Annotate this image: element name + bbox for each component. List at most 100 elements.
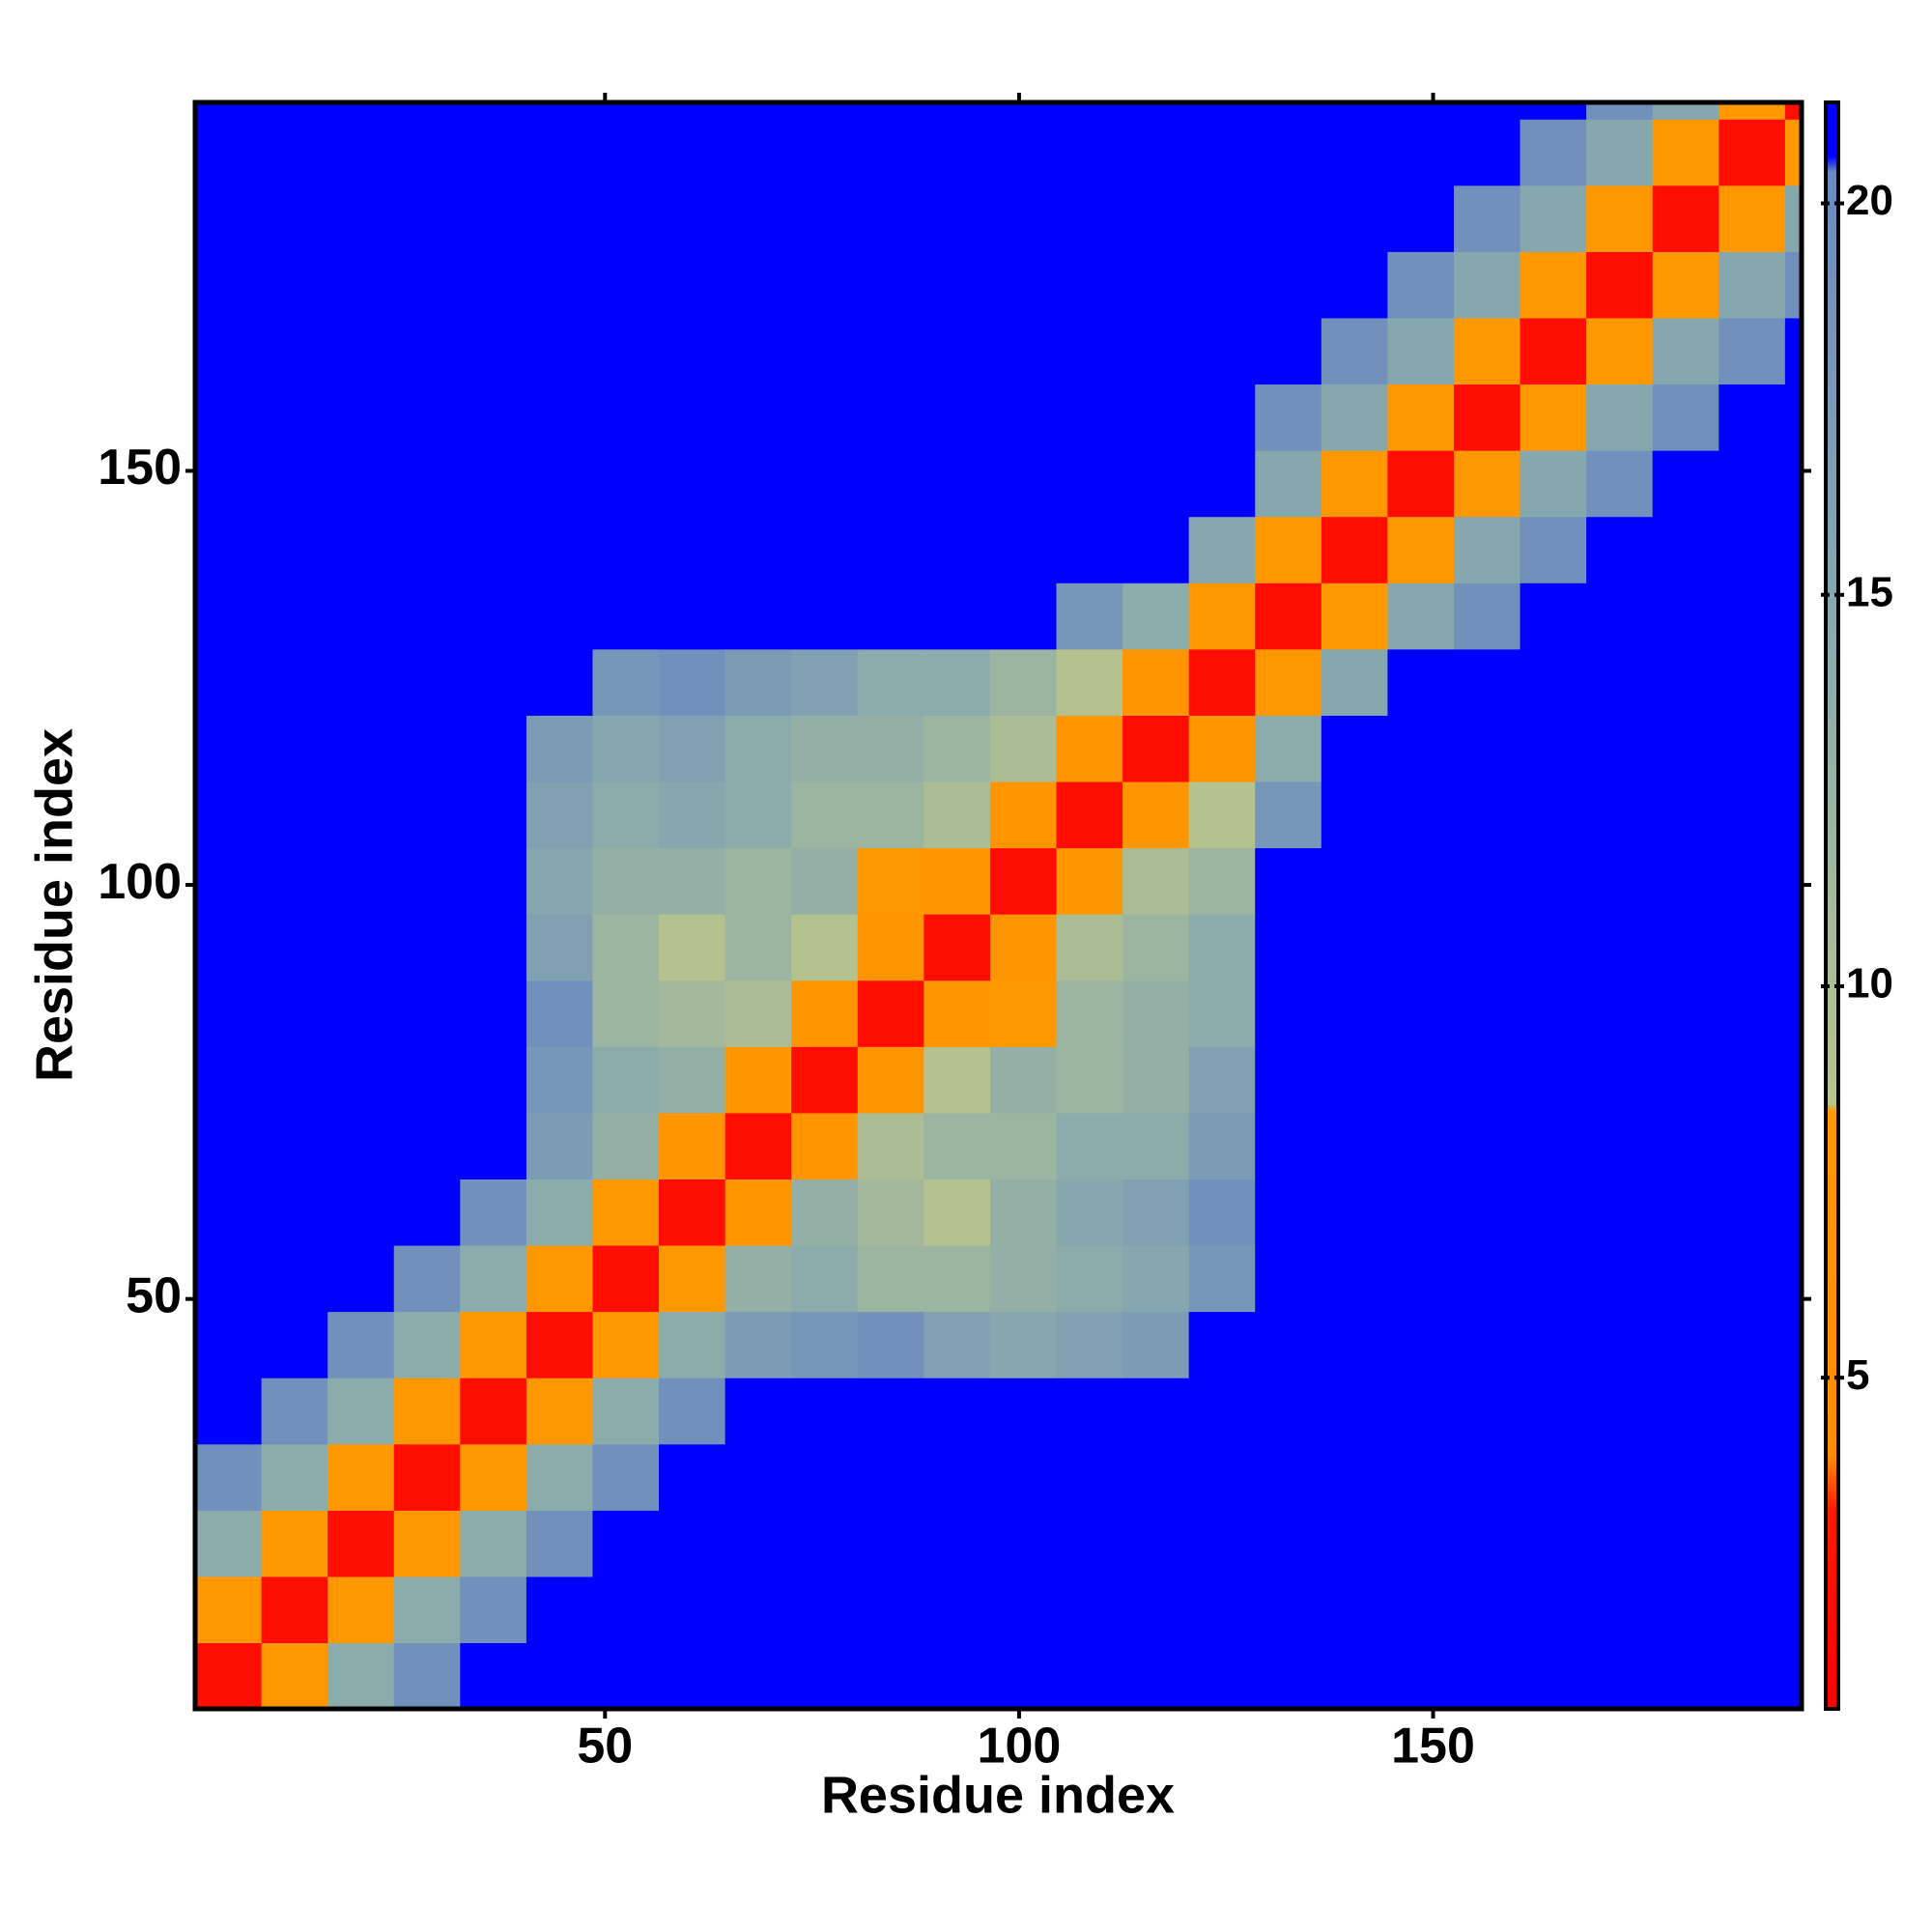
heatmap-cell bbox=[1321, 1311, 1388, 1378]
heatmap-cell bbox=[923, 1244, 991, 1313]
heatmap-cell bbox=[1321, 582, 1388, 650]
heatmap-cell bbox=[1652, 1378, 1719, 1445]
heatmap-cell bbox=[327, 1576, 395, 1644]
heatmap-cell bbox=[1387, 450, 1455, 518]
heatmap-cell bbox=[1387, 119, 1455, 186]
heatmap-cell bbox=[1122, 715, 1190, 782]
heatmap-cell bbox=[923, 648, 991, 716]
heatmap-cell bbox=[1784, 980, 1803, 1047]
heatmap-cell bbox=[327, 1642, 395, 1710]
colorbar-tick-label: 10 bbox=[1846, 960, 1893, 1008]
heatmap-cell bbox=[1453, 781, 1521, 849]
heatmap-cell bbox=[1784, 1046, 1803, 1114]
heatmap-cell bbox=[460, 1576, 527, 1644]
heatmap-cell bbox=[1188, 185, 1256, 252]
heatmap-cell bbox=[261, 1510, 328, 1577]
heatmap-cell bbox=[592, 1112, 660, 1179]
heatmap-cell bbox=[261, 781, 328, 849]
heatmap-cell bbox=[724, 1576, 792, 1644]
heatmap-cell bbox=[1453, 715, 1521, 782]
heatmap-cell bbox=[1719, 1642, 1786, 1710]
heatmap-cell bbox=[1719, 1510, 1786, 1577]
heatmap-cell bbox=[1255, 980, 1322, 1047]
heatmap-cell bbox=[857, 384, 924, 451]
heatmap-cell bbox=[1586, 847, 1654, 915]
heatmap-cell bbox=[659, 1311, 726, 1378]
heatmap-cell bbox=[1719, 1179, 1786, 1246]
heatmap-cell bbox=[526, 251, 594, 319]
plot-frame bbox=[192, 99, 1804, 1712]
heatmap-cell bbox=[1122, 1642, 1190, 1710]
heatmap-cell bbox=[1586, 1311, 1654, 1378]
heatmap-cell bbox=[791, 1179, 859, 1246]
heatmap-cell bbox=[1122, 450, 1190, 518]
heatmap-cell bbox=[261, 1046, 328, 1114]
heatmap-cell bbox=[1652, 1576, 1719, 1644]
heatmap-cell bbox=[857, 781, 924, 849]
heatmap-cell bbox=[327, 847, 395, 915]
heatmap-cell bbox=[1188, 1112, 1256, 1179]
heatmap-cell bbox=[857, 914, 924, 981]
heatmap-cell bbox=[526, 185, 594, 252]
heatmap-cell bbox=[1453, 251, 1521, 319]
heatmap-cell bbox=[261, 1378, 328, 1445]
heatmap-cell bbox=[1453, 1443, 1521, 1511]
heatmap-cell bbox=[526, 1179, 594, 1246]
heatmap-cell bbox=[1719, 715, 1786, 782]
heatmap-cell bbox=[1453, 1576, 1521, 1644]
heatmap-cell bbox=[659, 781, 726, 849]
axes: 50 100 150 50 100 150 5 10 15 20 bbox=[98, 93, 1893, 1775]
heatmap-cell bbox=[659, 1244, 726, 1313]
heatmap-cell bbox=[460, 914, 527, 981]
heatmap-cell bbox=[261, 1112, 328, 1179]
heatmap-cell bbox=[327, 317, 395, 385]
heatmap-cell bbox=[1255, 1311, 1322, 1378]
heatmap-cell bbox=[1719, 1311, 1786, 1378]
heatmap-cell bbox=[1321, 1179, 1388, 1246]
heatmap-cell bbox=[327, 384, 395, 451]
heatmap-cell bbox=[659, 1576, 726, 1644]
heatmap-cell bbox=[1784, 450, 1803, 518]
heatmap-cell bbox=[1520, 781, 1587, 849]
heatmap-cell bbox=[1784, 914, 1803, 981]
heatmap-cell bbox=[1122, 251, 1190, 319]
heatmap-cell bbox=[1321, 102, 1388, 120]
heatmap-cell bbox=[526, 1443, 594, 1511]
heatmap-cell bbox=[460, 102, 527, 120]
heatmap-cell bbox=[261, 1311, 328, 1378]
heatmap-cell bbox=[724, 1443, 792, 1511]
heatmap-cell bbox=[659, 102, 726, 120]
heatmap-cell bbox=[923, 450, 991, 518]
heatmap-cell bbox=[195, 185, 263, 252]
heatmap-cell bbox=[1652, 914, 1719, 981]
heatmap-cell bbox=[592, 715, 660, 782]
heatmap-cell bbox=[724, 847, 792, 915]
heatmap-cell bbox=[195, 1510, 263, 1577]
heatmap-cell bbox=[195, 251, 263, 319]
heatmap-cell bbox=[1255, 1112, 1322, 1179]
heatmap-cell bbox=[1586, 980, 1654, 1047]
heatmap-cell bbox=[1719, 980, 1786, 1047]
heatmap-cell bbox=[724, 1244, 792, 1313]
heatmap-cell bbox=[393, 1576, 461, 1644]
heatmap-cell bbox=[1056, 384, 1123, 451]
heatmap-cell bbox=[460, 648, 527, 716]
heatmap-cell bbox=[1122, 1510, 1190, 1577]
heatmap-cell bbox=[1719, 914, 1786, 981]
heatmap-cell bbox=[1520, 1378, 1587, 1445]
heatmap-cell bbox=[592, 450, 660, 518]
heatmap-cell bbox=[1652, 1311, 1719, 1378]
heatmap-cell bbox=[1188, 251, 1256, 319]
heatmap-cell bbox=[327, 582, 395, 650]
heatmap-cell bbox=[1784, 582, 1803, 650]
heatmap-cell bbox=[1719, 582, 1786, 650]
heatmap-cell bbox=[1387, 582, 1455, 650]
heatmap-cell bbox=[791, 251, 859, 319]
heatmap-cell bbox=[1453, 648, 1521, 716]
heatmap-cell bbox=[791, 847, 859, 915]
heatmap-cell bbox=[460, 980, 527, 1047]
heatmap-cell bbox=[1387, 1179, 1455, 1246]
heatmap-cell bbox=[1520, 317, 1587, 385]
heatmap-cell bbox=[1321, 185, 1388, 252]
